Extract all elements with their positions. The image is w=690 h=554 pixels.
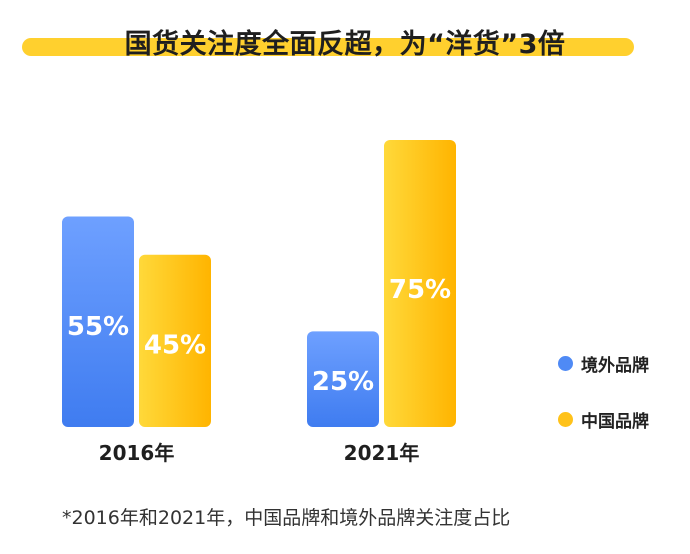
bar-foreign-1	[307, 331, 379, 427]
bar-domestic-1	[384, 140, 456, 427]
bar-value-label: 75%	[389, 275, 451, 305]
legend: 境外品牌 中国品牌	[558, 351, 649, 463]
bar-domestic-0	[139, 254, 211, 427]
chart-title: 国货关注度全面反超，为“洋货”3倍	[124, 29, 566, 60]
bar-value-label: 45%	[144, 330, 206, 360]
x-tick-label: 2016年	[99, 441, 175, 465]
legend-item-domestic: 中国品牌	[558, 407, 649, 432]
footnote: *2016年和2021年，中国品牌和境外品牌关注度占比	[62, 507, 511, 529]
bar-foreign-0	[62, 216, 134, 427]
legend-label-domestic: 中国品牌	[581, 411, 649, 432]
legend-dot-foreign	[558, 355, 573, 371]
bar-value-label: 25%	[312, 367, 374, 397]
legend-dot-domestic	[558, 411, 573, 427]
x-tick-label: 2021年	[344, 441, 420, 465]
bar-value-label: 55%	[67, 312, 129, 342]
legend-item-foreign: 境外品牌	[558, 351, 649, 376]
legend-label-foreign: 境外品牌	[581, 355, 649, 376]
title-highlight-band	[22, 38, 634, 56]
